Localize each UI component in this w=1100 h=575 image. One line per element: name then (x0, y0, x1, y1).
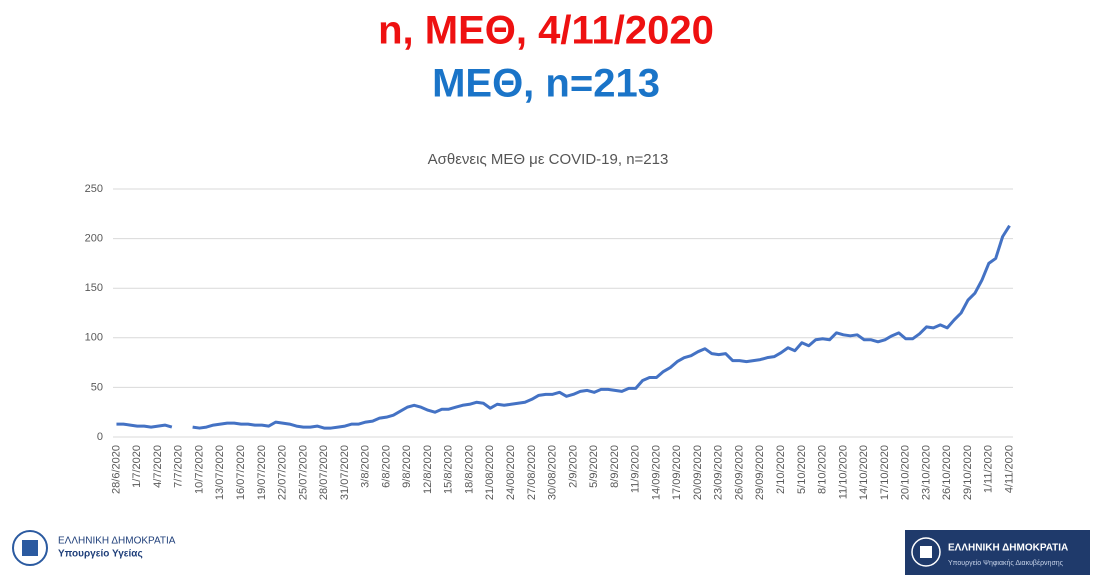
chart-title: Ασθενεις ΜΕΘ με COVID-19, n=213 (428, 151, 669, 168)
x-tick-label: 23/09/2020 (713, 445, 725, 500)
y-tick-label: 250 (85, 183, 103, 195)
x-tick-label: 5/9/2020 (588, 445, 600, 488)
x-tick-label: 18/8/2020 (463, 445, 475, 494)
x-tick-label: 28/6/2020 (110, 445, 122, 494)
y-tick-label: 200 (85, 233, 103, 245)
x-tick-label: 5/10/2020 (796, 445, 808, 494)
x-tick-label: 29/09/2020 (754, 445, 766, 500)
x-tick-label: 14/10/2020 (858, 445, 870, 500)
x-tick-label: 15/8/2020 (443, 445, 455, 494)
x-tick-label: 8/10/2020 (817, 445, 829, 494)
slide-title: n, ΜΕΘ, 4/11/2020 (378, 9, 714, 53)
x-tick-label: 14/09/2020 (650, 445, 662, 500)
x-tick-label: 4/7/2020 (152, 445, 164, 488)
emblem-shield (920, 546, 932, 558)
x-tick-label: 7/7/2020 (173, 445, 185, 488)
x-tick-label: 24/08/2020 (505, 445, 517, 500)
x-tick-label: 13/07/2020 (214, 445, 226, 500)
x-tick-label: 6/8/2020 (380, 445, 392, 488)
logo-text: Υπουργείο Ψηφιακής Διακυβέρνησης (948, 559, 1064, 567)
y-tick-label: 100 (85, 332, 103, 344)
x-tick-label: 25/07/2020 (297, 445, 309, 500)
y-tick-label: 150 (85, 282, 103, 294)
x-tick-label: 20/10/2020 (900, 445, 912, 500)
right-logo: ΕΛΛΗΝΙΚΗ ΔΗΜΟΚΡΑΤΙΑ Υπουργείο Ψηφιακής Δ… (905, 530, 1090, 575)
x-tick-label: 10/7/2020 (193, 445, 205, 494)
logo-text: ΕΛΛΗΝΙΚΗ ΔΗΜΟΚΡΑΤΙΑ (58, 536, 176, 547)
x-tick-label: 17/09/2020 (671, 445, 683, 500)
x-tick-label: 9/8/2020 (401, 445, 413, 488)
y-tick-label: 0 (97, 431, 103, 443)
emblem (911, 537, 941, 567)
x-tick-label: 22/07/2020 (277, 445, 289, 500)
x-tick-label: 17/10/2020 (879, 445, 891, 500)
left-logo: ΕΛΛΗΝΙΚΗ ΔΗΜΟΚΡΑΤΙΑ Υπουργείο Υγείας (12, 530, 176, 566)
x-tick-label: 26/10/2020 (941, 445, 953, 500)
x-tick-label: 3/8/2020 (360, 445, 372, 488)
x-tick-label: 8/9/2020 (609, 445, 621, 488)
x-tick-label: 21/08/2020 (484, 445, 496, 500)
emblem (12, 530, 48, 566)
slide-subtitle: ΜΕΘ, n=213 (432, 62, 660, 106)
logo-text: ΕΛΛΗΝΙΚΗ ΔΗΜΟΚΡΑΤΙΑ (948, 543, 1068, 554)
x-tick-label: 30/08/2020 (547, 445, 559, 500)
x-tick-label: 27/08/2020 (526, 445, 538, 500)
x-tick-label: 2/10/2020 (775, 445, 787, 494)
x-tick-label: 26/09/2020 (733, 445, 745, 500)
x-tick-label: 23/10/2020 (920, 445, 932, 500)
x-tick-label: 19/07/2020 (256, 445, 268, 500)
data-line (116, 422, 173, 429)
x-tick-label: 11/9/2020 (630, 445, 642, 493)
x-tick-label: 1/7/2020 (131, 445, 143, 488)
x-tick-label: 11/10/2020 (837, 445, 849, 499)
emblem-shield (22, 540, 38, 556)
x-tick-label: 28/07/2020 (318, 445, 330, 500)
x-tick-label: 12/8/2020 (422, 445, 434, 494)
y-tick-label: 50 (91, 381, 103, 393)
logo-box (905, 530, 1090, 575)
x-tick-label: 16/07/2020 (235, 445, 247, 500)
x-tick-label: 29/10/2020 (962, 445, 974, 500)
x-tick-label: 1/11/2020 (983, 445, 995, 493)
x-tick-label: 4/11/2020 (1003, 445, 1015, 493)
x-tick-label: 2/9/2020 (567, 445, 579, 488)
x-tick-label: 31/07/2020 (339, 445, 351, 500)
data-line (192, 224, 1011, 430)
x-tick-label: 20/09/2020 (692, 445, 704, 500)
logo-text: Υπουργείο Υγείας (58, 549, 143, 560)
